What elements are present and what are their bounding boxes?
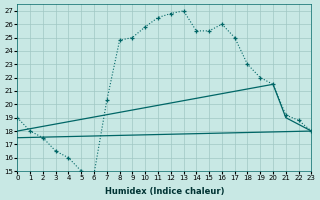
X-axis label: Humidex (Indice chaleur): Humidex (Indice chaleur) xyxy=(105,187,224,196)
